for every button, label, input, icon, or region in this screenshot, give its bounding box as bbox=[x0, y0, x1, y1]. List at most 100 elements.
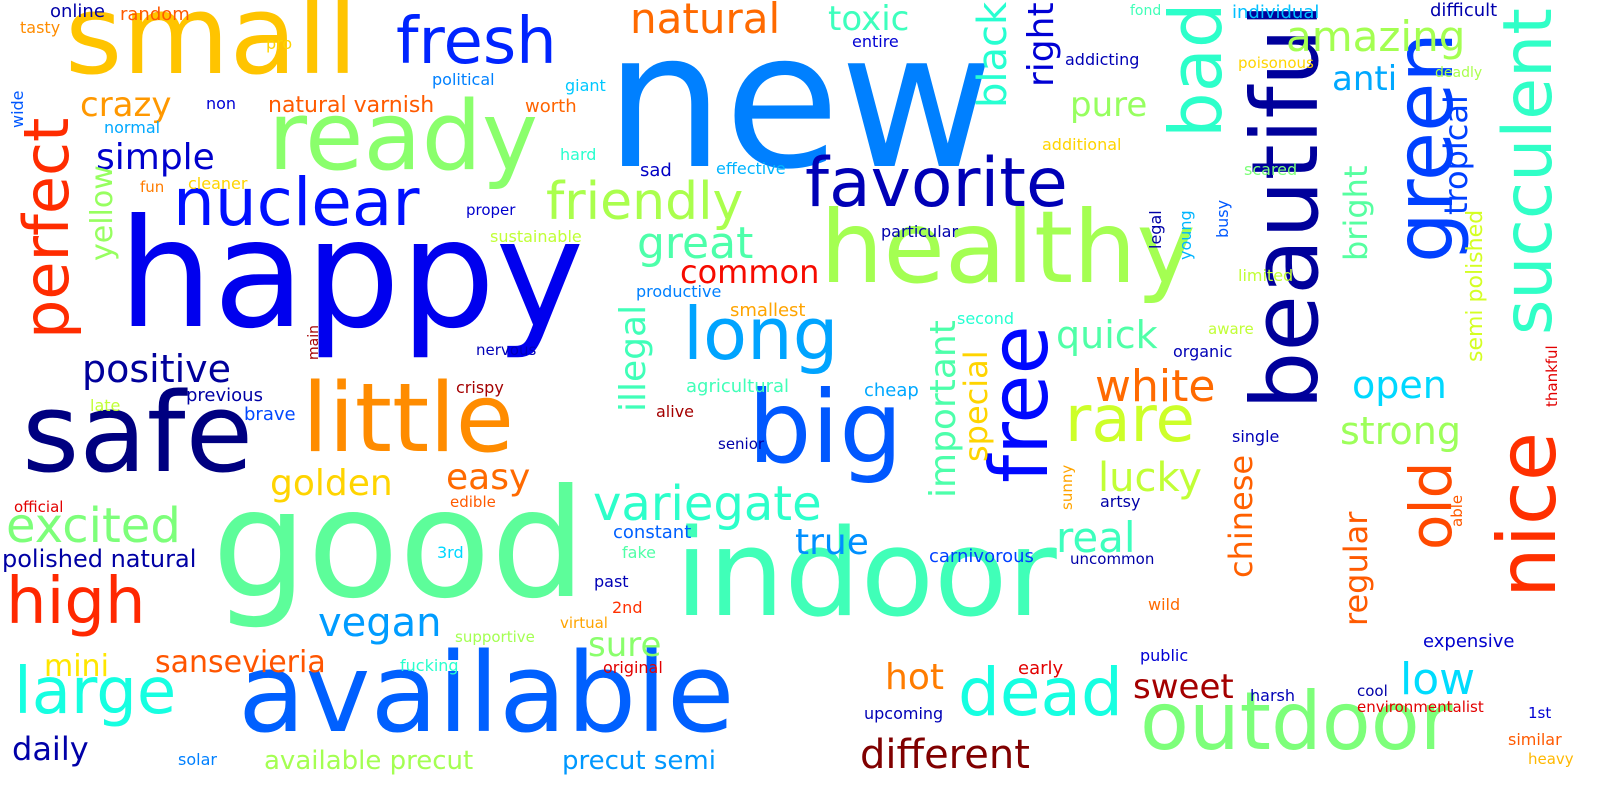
word-good: good bbox=[212, 458, 586, 632]
word-low: low bbox=[1400, 654, 1476, 705]
word-available-precut: available precut bbox=[264, 746, 474, 776]
word-crazy: crazy bbox=[80, 85, 172, 125]
word-long: long bbox=[683, 292, 839, 376]
word-fond: fond bbox=[1130, 3, 1162, 19]
word-scared: scared bbox=[1244, 160, 1298, 179]
word-productive: productive bbox=[636, 282, 722, 301]
word-polished-natural: polished natural bbox=[2, 545, 197, 573]
word-random: random bbox=[120, 4, 190, 25]
word-regular: regular bbox=[1337, 511, 1375, 626]
word-single: single bbox=[1232, 427, 1280, 446]
word-mini: mini bbox=[44, 649, 109, 684]
word-hard: hard bbox=[560, 145, 597, 164]
word-anti: anti bbox=[1332, 59, 1398, 99]
word-online: online bbox=[50, 1, 105, 22]
word-smallest: smallest bbox=[730, 300, 806, 321]
word-past: past bbox=[594, 572, 629, 591]
word-environmentalist: environmentalist bbox=[1357, 698, 1484, 716]
word-similar: similar bbox=[1508, 730, 1562, 749]
word-addicting: addicting bbox=[1065, 50, 1140, 69]
word-pro: pro bbox=[266, 34, 293, 53]
word-chinese: chinese bbox=[1222, 454, 1260, 578]
word-pure: pure bbox=[1070, 85, 1148, 125]
word-fucking: fucking bbox=[400, 656, 459, 675]
word-rare: rare bbox=[1065, 383, 1195, 457]
word-fun: fun bbox=[140, 178, 165, 196]
word-particular: particular bbox=[881, 222, 959, 241]
word-political: political bbox=[432, 70, 495, 89]
word-supportive: supportive bbox=[455, 628, 535, 646]
word-cool: cool bbox=[1357, 682, 1388, 700]
word-deadly: deadly bbox=[1435, 65, 1483, 81]
word-1st: 1st bbox=[1528, 704, 1552, 722]
word-great: great bbox=[637, 218, 754, 269]
word-early: early bbox=[1018, 658, 1064, 679]
word-semi-polished: semi polished bbox=[1463, 209, 1488, 362]
word-poisonous: poisonous bbox=[1238, 54, 1314, 72]
word-2nd: 2nd bbox=[612, 598, 643, 617]
word-big: big bbox=[748, 369, 903, 486]
word-positive: positive bbox=[82, 347, 232, 391]
word-high: high bbox=[6, 565, 146, 639]
word-available: available bbox=[238, 629, 735, 757]
word-natural: natural bbox=[630, 0, 781, 43]
word-healthy: healthy bbox=[820, 189, 1196, 306]
word-natural-varnish: natural varnish bbox=[268, 93, 435, 118]
word-harsh: harsh bbox=[1250, 686, 1295, 705]
word-wild: wild bbox=[1148, 595, 1181, 614]
word-senior: senior bbox=[718, 435, 765, 453]
word-sad: sad bbox=[640, 160, 672, 181]
word-illegal: illegal bbox=[613, 304, 654, 412]
word-small: small bbox=[65, 0, 358, 99]
word-little: little bbox=[302, 364, 515, 474]
word-difficult: difficult bbox=[1430, 0, 1498, 21]
word-variegate: variegate bbox=[593, 476, 822, 532]
word-carnivorous: carnivorous bbox=[929, 546, 1034, 567]
word-common: common bbox=[680, 253, 820, 291]
word-non: non bbox=[206, 94, 237, 113]
word-lucky: lucky bbox=[1098, 455, 1202, 501]
word-main: main bbox=[306, 325, 322, 360]
word-white: white bbox=[1095, 361, 1216, 412]
word-cleaner: cleaner bbox=[188, 174, 248, 193]
word-right: right bbox=[1021, 2, 1062, 87]
word-solar: solar bbox=[178, 750, 217, 769]
word-3rd: 3rd bbox=[437, 543, 464, 562]
word-outdoor: outdoor bbox=[1140, 675, 1453, 768]
word-agricultural: agricultural bbox=[686, 376, 790, 397]
word-virtual: virtual bbox=[560, 614, 608, 632]
word-friendly: friendly bbox=[546, 172, 744, 232]
word-vegan: vegan bbox=[318, 600, 442, 646]
word-perfect: perfect bbox=[10, 117, 83, 339]
word-sansevieria: sansevieria bbox=[155, 645, 326, 680]
word-large: large bbox=[14, 655, 177, 729]
word-public: public bbox=[1140, 646, 1189, 665]
word-quick: quick bbox=[1056, 313, 1158, 357]
word-sweet: sweet bbox=[1133, 667, 1234, 707]
word-brave: brave bbox=[244, 404, 296, 425]
word-cheap: cheap bbox=[864, 380, 919, 401]
word-amazing: amazing bbox=[1286, 12, 1466, 61]
word-limited: limited bbox=[1238, 266, 1294, 285]
word-different: different bbox=[860, 732, 1030, 778]
word-fake: fake bbox=[622, 543, 656, 562]
word-sure: sure bbox=[588, 625, 662, 665]
word-previous: previous bbox=[186, 385, 263, 406]
word-thankful: thankful bbox=[1543, 345, 1561, 407]
word-entire: entire bbox=[852, 32, 899, 51]
word-hot: hot bbox=[885, 657, 944, 698]
word-aware: aware bbox=[1208, 320, 1254, 338]
word-strong: strong bbox=[1340, 409, 1461, 453]
word-sustainable: sustainable bbox=[490, 227, 582, 246]
word-busy: busy bbox=[1213, 199, 1232, 238]
word-additional: additional bbox=[1042, 135, 1122, 154]
word-indoor: indoor bbox=[675, 505, 1057, 644]
word-daily: daily bbox=[12, 730, 89, 768]
word-normal: normal bbox=[104, 118, 161, 137]
word-tropical: tropical bbox=[1437, 95, 1475, 215]
word-safe: safe bbox=[22, 369, 254, 497]
word-easy: easy bbox=[446, 457, 531, 498]
word-happy: happy bbox=[118, 188, 585, 362]
word-original: original bbox=[603, 658, 663, 677]
word-bad: bad bbox=[1154, 2, 1238, 138]
